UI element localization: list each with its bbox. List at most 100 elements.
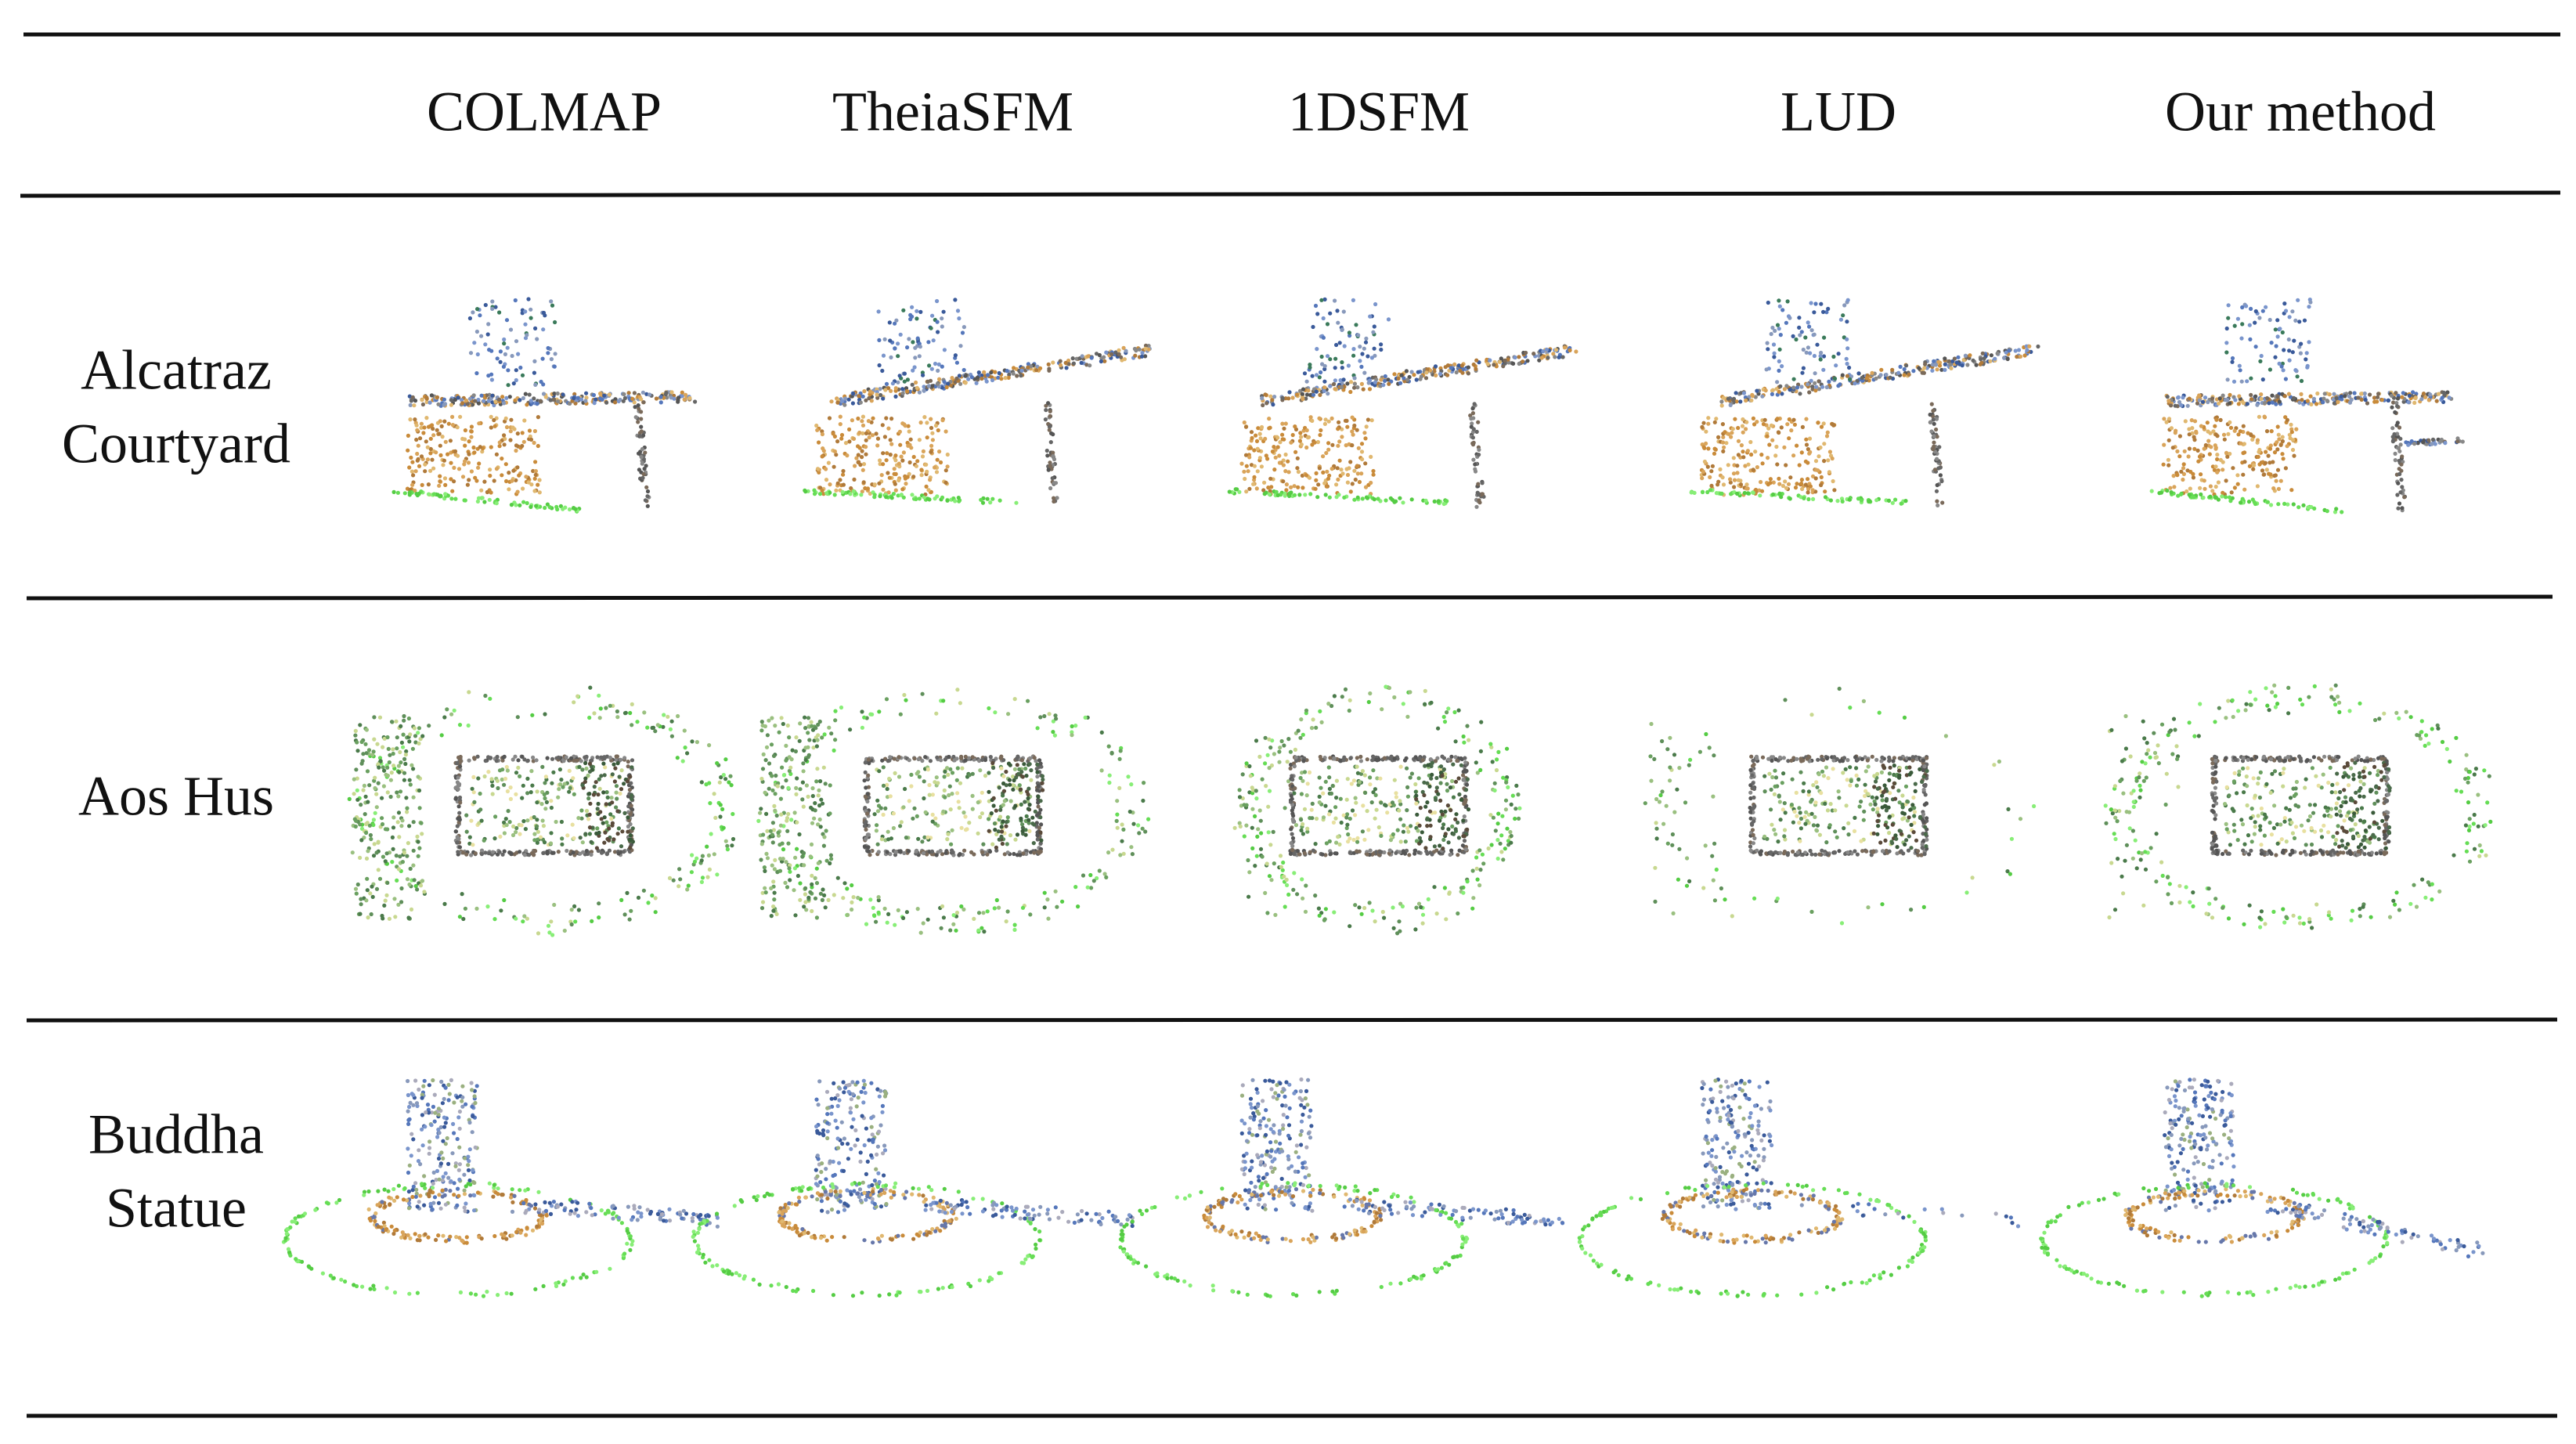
point — [1367, 378, 1373, 383]
point — [911, 1186, 915, 1190]
point — [399, 900, 404, 904]
point — [933, 465, 937, 470]
point — [648, 392, 652, 397]
point — [543, 1200, 547, 1204]
point — [509, 1291, 514, 1296]
point — [579, 1276, 583, 1280]
point — [838, 1189, 842, 1193]
point — [937, 449, 942, 454]
point — [1242, 420, 1247, 425]
point — [464, 829, 469, 834]
point — [475, 307, 480, 312]
point — [994, 808, 998, 813]
point — [363, 812, 367, 817]
point — [586, 796, 591, 801]
point — [1070, 733, 1074, 738]
point — [451, 1121, 456, 1126]
point — [630, 793, 634, 798]
point — [1470, 435, 1475, 440]
point — [411, 1184, 416, 1189]
point — [774, 773, 778, 778]
point — [685, 887, 690, 892]
point — [502, 897, 507, 903]
point — [360, 1284, 365, 1289]
point — [901, 450, 906, 455]
point — [1363, 436, 1368, 441]
point — [930, 812, 935, 817]
point — [958, 701, 962, 706]
point — [770, 788, 775, 792]
point — [1557, 355, 1561, 359]
point — [1497, 359, 1503, 364]
point — [957, 806, 961, 810]
point — [456, 1115, 461, 1120]
point — [409, 1132, 414, 1136]
point — [864, 1126, 868, 1131]
point — [494, 452, 500, 457]
point — [455, 1136, 460, 1142]
point — [1052, 481, 1056, 486]
point — [502, 1233, 507, 1238]
point — [940, 904, 945, 908]
point — [388, 778, 393, 782]
point — [547, 505, 552, 510]
point — [823, 905, 828, 910]
point — [803, 757, 808, 763]
point — [1094, 1211, 1099, 1216]
point — [839, 436, 844, 441]
point — [637, 451, 641, 456]
rule — [26, 594, 2553, 601]
point — [1304, 445, 1309, 450]
point — [457, 1162, 463, 1167]
point — [1054, 717, 1059, 721]
point — [1034, 767, 1039, 771]
point — [879, 1204, 884, 1209]
point — [832, 449, 837, 454]
point — [401, 1197, 406, 1202]
point — [369, 912, 373, 917]
point — [1443, 365, 1448, 370]
point — [660, 1211, 665, 1217]
point — [814, 1168, 818, 1172]
point — [759, 857, 763, 862]
point — [636, 420, 640, 424]
point — [896, 1233, 900, 1238]
point — [686, 883, 691, 888]
point — [708, 801, 713, 806]
point — [410, 460, 415, 464]
point — [927, 782, 932, 788]
point — [849, 1097, 853, 1102]
point — [491, 1194, 496, 1199]
point — [485, 489, 490, 495]
point — [543, 796, 547, 801]
point — [1032, 1213, 1037, 1218]
point — [1099, 1222, 1103, 1227]
point — [943, 795, 947, 800]
point — [1263, 392, 1268, 397]
point — [420, 1182, 424, 1186]
point — [1345, 381, 1350, 386]
point — [393, 915, 398, 919]
point — [420, 402, 426, 407]
point — [489, 348, 494, 353]
point — [810, 821, 815, 825]
point — [794, 792, 799, 796]
point — [902, 371, 907, 376]
point — [853, 1143, 857, 1148]
point — [452, 1100, 456, 1105]
point — [1369, 480, 1373, 486]
point — [368, 832, 373, 838]
point — [359, 838, 364, 843]
point — [521, 1200, 526, 1206]
point — [765, 1191, 770, 1196]
point — [483, 850, 488, 855]
point — [888, 794, 893, 799]
point — [396, 794, 401, 799]
point — [497, 310, 502, 315]
point — [1058, 359, 1063, 363]
point — [925, 917, 930, 922]
point — [1008, 799, 1013, 803]
point — [1304, 392, 1310, 397]
point — [382, 903, 387, 908]
point — [615, 809, 620, 814]
